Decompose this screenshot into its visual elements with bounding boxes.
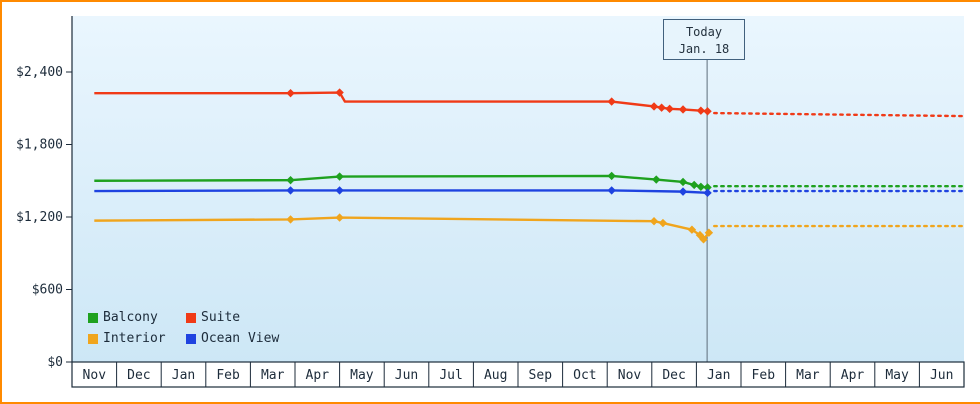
- data-point-marker: [704, 228, 714, 237]
- legend-item-suite: Suite: [186, 310, 279, 325]
- legend-label-suite: Suite: [201, 310, 241, 325]
- data-point-marker: [687, 225, 697, 234]
- data-point-marker: [607, 171, 616, 181]
- data-point-marker: [649, 217, 659, 226]
- forecast-line: [713, 111, 966, 118]
- legend-label-ocean-view: Ocean View: [201, 331, 280, 346]
- data-point-marker: [696, 182, 706, 191]
- x-tick-label: Jan: [172, 368, 195, 383]
- legend-item-interior: Interior: [88, 331, 186, 346]
- data-point-marker: [678, 187, 688, 196]
- x-tick-label: Aug: [484, 368, 507, 383]
- x-tick-label: May: [885, 368, 909, 383]
- x-tick-label: Mar: [261, 368, 285, 383]
- data-point-marker: [665, 104, 674, 114]
- legend-item-ocean-view: Ocean View: [186, 331, 279, 346]
- series-balcony: [94, 171, 966, 192]
- data-point-marker: [335, 213, 344, 222]
- x-tick-label: Nov: [83, 368, 107, 383]
- data-point-marker: [286, 175, 295, 185]
- legend: Balcony Suite Interior Ocean View: [88, 310, 279, 346]
- today-date: Jan. 18: [678, 42, 730, 56]
- x-tick-label: Mar: [796, 368, 820, 383]
- interior-swatch-icon: [88, 333, 98, 344]
- x-tick-label: Jun: [930, 368, 953, 383]
- legend-label-balcony: Balcony: [103, 310, 158, 325]
- data-point-marker: [658, 218, 668, 228]
- x-tick-label: Feb: [752, 368, 776, 383]
- x-tick-label: Apr: [841, 368, 865, 383]
- y-tick-label: $1,200: [16, 210, 63, 225]
- x-tick-label: Apr: [306, 368, 330, 383]
- ocean-view-swatch-icon: [186, 333, 196, 344]
- history-line: [94, 189, 708, 195]
- x-tick-label: Dec: [127, 368, 150, 383]
- legend-item-balcony: Balcony: [88, 310, 186, 325]
- series-interior: [94, 213, 966, 244]
- y-tick-label: $0: [47, 355, 63, 370]
- x-tick-label: Dec: [662, 368, 685, 383]
- data-point-marker: [286, 186, 295, 195]
- data-point-marker: [649, 102, 659, 111]
- x-tick-label: Feb: [216, 368, 240, 383]
- x-tick-label: Sep: [529, 368, 553, 383]
- y-tick-label: $2,400: [16, 65, 63, 80]
- y-axis: $0 $600 $1,200 $1,800 $2,400: [16, 65, 72, 370]
- data-point-marker: [286, 88, 295, 98]
- suite-swatch-icon: [186, 312, 196, 323]
- data-point-marker: [607, 97, 616, 106]
- x-tick-label: May: [350, 368, 374, 383]
- x-tick-label: Jun: [395, 368, 418, 383]
- series-ocean-view: [94, 186, 966, 198]
- data-point-marker: [335, 172, 344, 181]
- data-point-marker: [652, 175, 661, 184]
- balcony-swatch-icon: [88, 312, 98, 323]
- data-point-marker: [703, 188, 712, 198]
- data-point-marker: [703, 107, 712, 116]
- data-point-marker: [657, 103, 666, 112]
- today-annotation: Today Jan. 18: [663, 19, 745, 60]
- data-point-marker: [689, 180, 699, 190]
- x-tick-label: Jul: [439, 368, 462, 383]
- series-suite: [94, 88, 966, 118]
- data-point-marker: [607, 186, 616, 195]
- y-tick-label: $1,800: [16, 138, 63, 153]
- data-point-marker: [696, 106, 706, 115]
- data-point-marker: [678, 177, 688, 187]
- legend-label-interior: Interior: [103, 331, 166, 346]
- y-tick-label: $600: [32, 283, 63, 298]
- x-axis: Nov Dec Jan Feb Mar Apr May Jun Jul Aug Sep Oct Nov D…: [71, 361, 965, 388]
- x-tick-label: Oct: [573, 368, 596, 383]
- data-point-marker: [703, 183, 712, 192]
- today-label: Today: [685, 25, 723, 39]
- x-tick-label: Nov: [618, 368, 642, 383]
- data-point-marker: [678, 105, 688, 114]
- data-point-marker: [286, 215, 295, 224]
- x-tick-label: Jan: [707, 368, 730, 383]
- plot-area: [72, 16, 964, 362]
- data-point-marker: [335, 186, 344, 195]
- data-point-marker: [699, 235, 708, 244]
- data-point-marker: [335, 88, 344, 97]
